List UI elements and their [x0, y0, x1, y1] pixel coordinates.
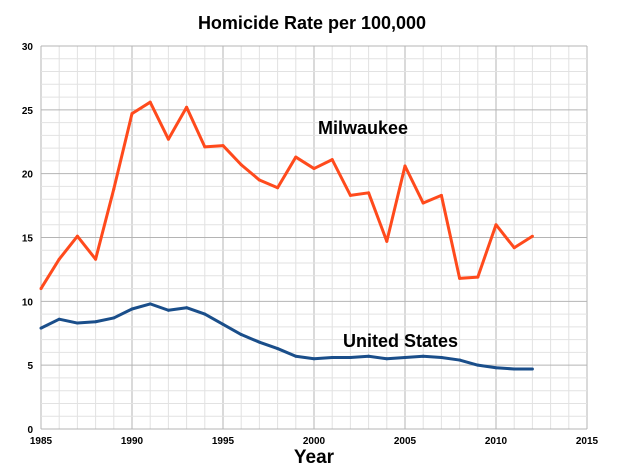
data-point: [403, 356, 407, 360]
data-point: [221, 144, 225, 148]
x-tick-label: 2000: [303, 436, 326, 447]
data-point: [257, 340, 261, 344]
x-tick-label: 2005: [394, 436, 417, 447]
data-point: [439, 193, 443, 197]
data-point: [75, 321, 79, 325]
series-label-milwaukee: Milwaukee: [318, 118, 408, 138]
data-point: [439, 356, 443, 360]
data-point: [166, 308, 170, 312]
y-tick-label: 25: [22, 106, 34, 117]
data-point: [57, 317, 61, 321]
data-point: [294, 354, 298, 358]
y-tick-label: 20: [22, 170, 34, 181]
data-point: [112, 316, 116, 320]
data-point: [130, 112, 134, 116]
data-point: [276, 347, 280, 351]
data-point: [312, 167, 316, 171]
data-point: [94, 320, 98, 324]
data-point: [403, 164, 407, 168]
data-point: [494, 366, 498, 370]
y-tick-label: 5: [27, 361, 33, 372]
data-point: [512, 246, 516, 250]
data-point: [57, 257, 61, 261]
data-point: [330, 158, 334, 162]
data-point: [39, 326, 43, 330]
data-point: [148, 302, 152, 306]
data-point: [221, 322, 225, 326]
data-point: [421, 354, 425, 358]
data-point: [203, 145, 207, 149]
data-point: [257, 178, 261, 182]
data-point: [421, 201, 425, 205]
data-point: [476, 275, 480, 279]
data-point: [239, 163, 243, 167]
series-line-milwaukee: [39, 100, 534, 290]
y-tick-label: 15: [22, 234, 34, 245]
data-point: [312, 357, 316, 361]
data-point: [385, 239, 389, 243]
data-point: [276, 186, 280, 190]
data-point: [94, 257, 98, 261]
data-point: [148, 100, 152, 104]
y-tick-label: 0: [27, 425, 33, 436]
data-point: [530, 367, 534, 371]
grid: [40, 45, 588, 430]
data-point: [367, 354, 371, 358]
data-point: [348, 356, 352, 360]
data-point: [348, 193, 352, 197]
series-line-united-states: [40, 302, 533, 371]
y-tick-label: 10: [22, 297, 34, 308]
y-tick-label: 30: [22, 42, 34, 53]
data-point: [294, 155, 298, 159]
data-point: [458, 276, 462, 280]
x-tick-label: 1995: [212, 436, 235, 447]
axis-ticks: 1985 1990 1995 2000 2005 2010 2015 0 5 10 15 20 25 30: [22, 42, 599, 447]
x-tick-label: 2010: [485, 436, 508, 447]
data-point: [530, 234, 534, 238]
data-point: [330, 356, 334, 360]
x-tick-label: 1985: [30, 436, 53, 447]
data-point: [185, 306, 189, 310]
data-point: [112, 187, 116, 191]
x-tick-label: 1990: [121, 436, 144, 447]
data-point: [239, 333, 243, 337]
data-point: [166, 137, 170, 141]
data-point: [458, 358, 462, 362]
data-point: [185, 105, 189, 109]
x-tick-label: 2015: [576, 436, 599, 447]
chart-title: Homicide Rate per 100,000: [198, 13, 426, 33]
data-point: [476, 363, 480, 367]
data-point: [39, 287, 43, 291]
data-point: [203, 312, 207, 316]
data-point: [494, 223, 498, 227]
data-point: [385, 357, 389, 361]
x-axis-label: Year: [294, 447, 335, 467]
data-point: [367, 191, 371, 195]
data-point: [75, 234, 79, 238]
series-lines: [39, 100, 534, 371]
data-point: [130, 307, 134, 311]
series-label-united-states: United States: [343, 331, 458, 351]
data-point: [512, 367, 516, 371]
